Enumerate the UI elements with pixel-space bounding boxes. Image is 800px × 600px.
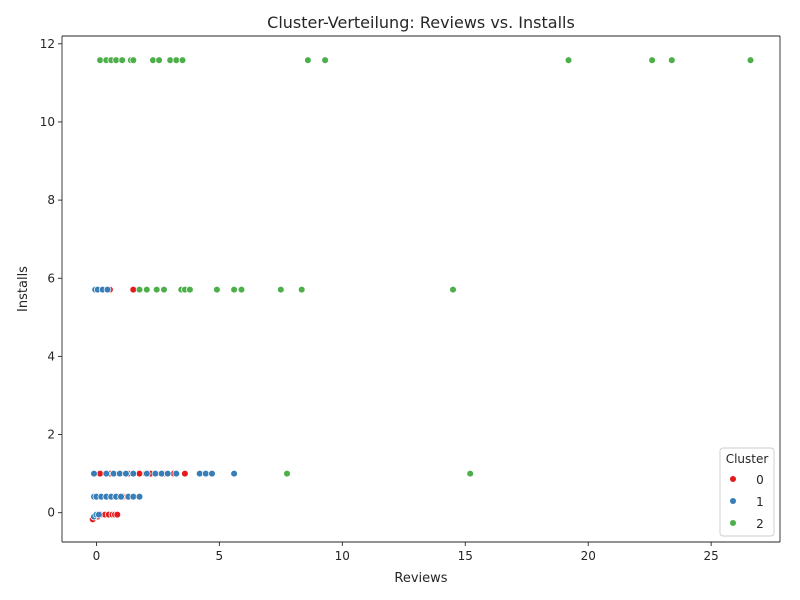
data-point-cluster-2	[213, 285, 221, 294]
axes	[61, 35, 781, 543]
y-tick-label: 2	[47, 428, 55, 442]
legend-frame	[719, 447, 775, 537]
x-ticks: 0 5 10 15 20 25	[93, 542, 719, 563]
data-point-cluster-1	[208, 469, 216, 478]
data-point-cluster-2	[237, 285, 246, 294]
data-point-cluster-1	[122, 469, 130, 478]
data-point-cluster-0	[129, 285, 138, 294]
data-point-cluster-1	[172, 469, 181, 478]
chart-title: Cluster-Verteilung: Reviews vs. Installs	[267, 13, 575, 32]
data-point-cluster-2	[96, 56, 104, 64]
y-tick-label: 10	[40, 115, 55, 129]
data-point-cluster-2	[277, 285, 285, 294]
data-point-cluster-2	[297, 285, 306, 294]
data-point-cluster-2	[668, 56, 676, 64]
data-point-cluster-1	[230, 469, 238, 478]
data-point-cluster-1	[95, 510, 103, 519]
data-point-cluster-2	[230, 285, 238, 294]
x-tick-label: 5	[216, 549, 224, 563]
data-point-cluster-2	[746, 56, 755, 64]
data-point-cluster-2	[178, 56, 187, 64]
y-tick-label: 8	[47, 193, 55, 207]
data-point-cluster-2	[143, 285, 151, 294]
data-point-cluster-1	[151, 469, 160, 478]
data-point-cluster-2	[449, 285, 457, 294]
legend-items: 0 1 2	[729, 473, 764, 531]
legend-marker-cluster-1	[729, 497, 737, 505]
legend-label-cluster-1: 1	[756, 495, 764, 509]
data-point-cluster-1	[135, 492, 144, 501]
x-tick-label: 25	[704, 549, 719, 563]
y-tick-label: 12	[40, 37, 55, 51]
data-point-cluster-2	[648, 56, 656, 64]
y-tick-label: 6	[47, 271, 55, 285]
legend-marker-cluster-2	[729, 519, 737, 527]
y-ticks: 0 2 4 6 8 10 12	[40, 37, 62, 520]
legend-label-cluster-0: 0	[756, 473, 764, 487]
y-tick-label: 4	[47, 349, 55, 363]
legend: Cluster 0 1 2	[719, 447, 775, 537]
data-point-cluster-2	[155, 56, 163, 64]
data-point-cluster-1	[90, 469, 98, 478]
data-point-cluster-2	[304, 56, 312, 64]
data-point-cluster-2	[129, 56, 138, 64]
data-point-cluster-2	[186, 285, 194, 294]
data-point-cluster-2	[564, 56, 573, 64]
data-point-cluster-0	[113, 510, 122, 519]
data-point-cluster-2	[283, 469, 291, 478]
data-point-cluster-1	[202, 469, 210, 478]
data-point-cluster-1	[129, 469, 138, 478]
data-points	[88, 56, 755, 524]
legend-label-cluster-2: 2	[756, 517, 764, 531]
data-point-cluster-2	[135, 285, 144, 294]
x-axis-label: Reviews	[394, 571, 447, 586]
data-point-cluster-1	[129, 492, 138, 501]
data-point-cluster-2	[466, 469, 474, 478]
data-point-cluster-2	[321, 56, 329, 64]
data-point-cluster-1	[117, 492, 125, 501]
data-point-cluster-2	[152, 285, 161, 294]
x-tick-label: 20	[581, 549, 596, 563]
data-point-cluster-2	[118, 56, 126, 64]
data-point-cluster-2	[160, 285, 168, 294]
data-point-cluster-0	[181, 469, 189, 478]
x-tick-label: 0	[93, 549, 101, 563]
x-tick-label: 15	[458, 549, 473, 563]
data-point-cluster-1	[163, 469, 172, 478]
legend-title: Cluster	[726, 452, 769, 466]
x-tick-label: 10	[335, 549, 350, 563]
data-point-cluster-1	[103, 285, 112, 294]
data-point-cluster-1	[102, 469, 111, 478]
plot-area	[62, 36, 780, 542]
data-point-cluster-1	[109, 469, 118, 478]
data-point-cluster-2	[172, 56, 181, 64]
y-tick-label: 0	[47, 506, 55, 520]
y-axis-label: Installs	[16, 266, 31, 312]
legend-marker-cluster-0	[729, 475, 737, 483]
data-point-cluster-1	[143, 469, 151, 478]
